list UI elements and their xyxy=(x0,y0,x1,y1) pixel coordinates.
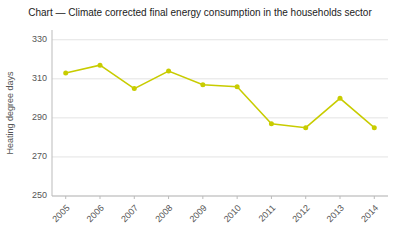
x-tick-label: 2011 xyxy=(257,203,278,224)
x-tick-label: 2014 xyxy=(359,203,380,224)
x-tick-label: 2008 xyxy=(153,203,174,224)
point xyxy=(372,125,377,130)
y-tick-label: 290 xyxy=(32,112,47,122)
grid-line xyxy=(52,39,388,40)
point xyxy=(166,69,171,74)
point xyxy=(303,125,308,130)
x-tick-label: 2006 xyxy=(85,203,106,224)
point xyxy=(235,84,240,89)
line xyxy=(66,65,375,127)
point xyxy=(338,96,343,101)
y-tick-label: 270 xyxy=(32,151,47,161)
plot-area xyxy=(63,63,377,130)
x-tick xyxy=(100,196,101,199)
point xyxy=(200,82,205,87)
grid-line xyxy=(52,156,388,157)
x-tick-label: 2007 xyxy=(119,203,140,224)
point xyxy=(132,86,137,91)
x-tick xyxy=(168,196,169,199)
grid-line xyxy=(52,117,388,118)
x-tick-label: 2013 xyxy=(325,203,346,224)
x-tick xyxy=(271,196,272,199)
x-tick-label: 2012 xyxy=(290,203,311,224)
x-tick xyxy=(374,196,375,199)
grid-line xyxy=(52,196,388,197)
x-tick xyxy=(305,196,306,199)
title: Chart — Climate corrected final energy c… xyxy=(28,7,372,18)
point xyxy=(269,121,274,126)
y-tick-label: 330 xyxy=(32,34,47,44)
y-tick-label: 250 xyxy=(32,190,47,200)
y-tick-label: 310 xyxy=(32,73,47,83)
x-tick-label: 2009 xyxy=(188,203,209,224)
point xyxy=(63,70,68,75)
x-tick xyxy=(340,196,341,199)
y-axis-label: Heating degree days xyxy=(5,71,15,155)
x-tick xyxy=(134,196,135,199)
x-tick-label: 2010 xyxy=(222,203,243,224)
x-tick xyxy=(65,196,66,199)
x-tick-label: 2005 xyxy=(50,203,71,224)
point xyxy=(98,63,103,68)
chart: Chart — Climate corrected final energy c… xyxy=(0,0,400,246)
x-tick xyxy=(202,196,203,199)
grid-line xyxy=(52,78,388,79)
y-axis-line xyxy=(52,30,53,196)
x-axis-line xyxy=(52,196,388,197)
x-tick xyxy=(237,196,238,199)
